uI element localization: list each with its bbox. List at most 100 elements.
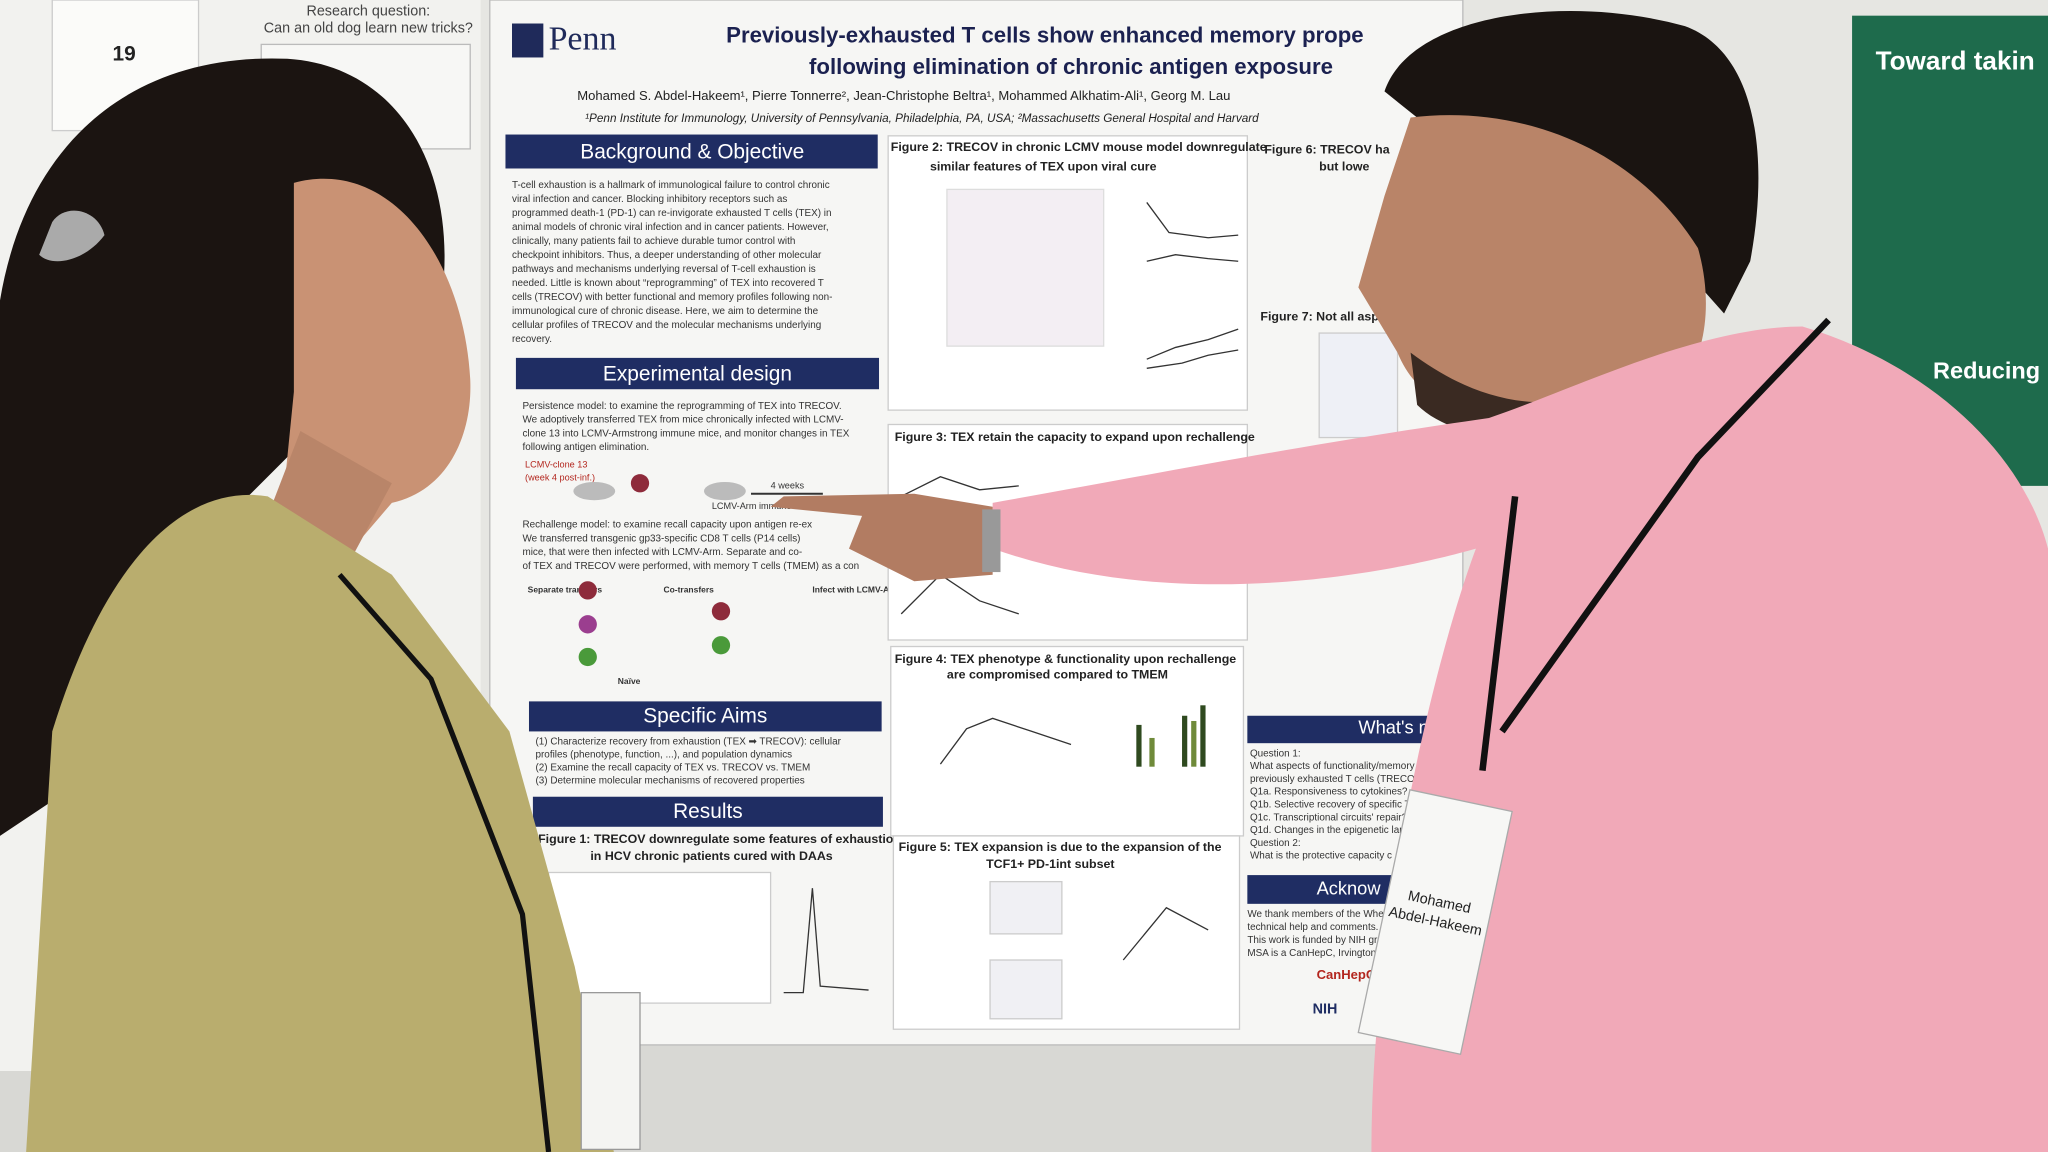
text-line: following antigen elimination.: [522, 442, 649, 453]
flow-plot: [1318, 332, 1399, 439]
text-line: viral infection and cancer. Blocking inh…: [512, 194, 787, 205]
right-poster-line: Toward takin: [1876, 46, 2035, 76]
badge-card: [1357, 789, 1513, 1056]
text-line: Rechallenge model: to examine recall cap…: [522, 520, 812, 531]
text-line: programmed death-1 (PD-1) can re-invigor…: [512, 208, 832, 219]
figure-bar: [1200, 705, 1206, 767]
name-badge: Mohamed Abdel-Hakeem: [1357, 789, 1513, 1056]
figure-bar: [1136, 724, 1142, 767]
badge: [580, 991, 641, 1151]
lanyard: [337, 572, 552, 1152]
section-heading: Results: [673, 800, 743, 823]
text-line: needed. Little is known about “reprogram…: [512, 278, 824, 289]
text-line: Q1b. Selective recovery of specific T: [1250, 799, 1411, 810]
penn-logo: Penn: [549, 21, 617, 58]
figure-curve: [783, 888, 869, 994]
text-line: Question 2:: [1250, 838, 1301, 849]
mouse-icon: [573, 481, 616, 501]
flow-plots: [946, 188, 1105, 347]
diagram-label: Infect with LCMV-Arm next day: [812, 585, 937, 595]
man: Mohamed Abdel-Hakeem: [770, 11, 2048, 1152]
text-line: What aspects of functionality/memory wo: [1250, 761, 1431, 772]
figure-caption: similar features of TEX upon viral cure: [930, 159, 1157, 173]
text-line: cellular profiles of TRECOV and the mole…: [512, 320, 821, 331]
text-line: We transferred transgenic gp33-specific …: [522, 533, 800, 544]
lanyard: [1479, 317, 1831, 771]
figure-caption: are compromised compared to TMEM: [947, 668, 1168, 682]
poster-title: following elimination of chronic antigen…: [809, 54, 1333, 79]
text-line: Q1c. Transcriptional circuits' repair?: [1250, 812, 1408, 823]
penn-shield: [511, 23, 544, 58]
cell-icon: [578, 615, 597, 634]
section-header: [1247, 875, 1405, 904]
section-header: [515, 357, 880, 390]
figure-caption: Figure 2: TRECOV in chronic LCMV mouse m…: [891, 140, 1267, 154]
text-line: T-cell exhaustion is a hallmark of immun…: [512, 180, 830, 191]
text-line: MSA is a CanHepC, Irvington C: [1247, 948, 1386, 959]
figure-caption: but lowe: [1319, 159, 1369, 173]
figure-caption: Figure 3: TEX retain the capacity to exp…: [895, 430, 1255, 444]
figure-caption: Figure 6: TRECOV ha: [1264, 142, 1389, 156]
design-diagram: [573, 474, 823, 667]
flow-plot: [989, 880, 1063, 935]
text-line: What is the protective capacity c: [1250, 851, 1392, 862]
cell-icon: [711, 602, 731, 621]
aims-text: (1) Characterize recovery from exhaustio…: [536, 737, 842, 787]
cell-icon: [630, 474, 650, 493]
figure-caption: Figure 4: TEX phenotype & functionality …: [895, 652, 1237, 666]
cell-icon: [578, 581, 597, 600]
woman: [0, 58, 641, 1152]
hand: [770, 493, 993, 582]
figure-curve: [900, 476, 1019, 615]
text-line: (1) Characterize recovery from exhaustio…: [536, 737, 842, 748]
figure-curve: [1146, 328, 1239, 369]
logo-text: CanHepC: [1317, 967, 1376, 982]
diagram-label: Naïve: [618, 676, 641, 686]
face: [1358, 115, 1706, 432]
figure-curve: [1146, 202, 1239, 262]
design-text: Persistence model: to examine the reprog…: [522, 401, 936, 686]
text-line: profiles (phenotype, function, ...), and…: [536, 750, 793, 761]
text-line: We adoptively transferred TEX from mice …: [522, 415, 843, 426]
text-line: Q1a. Responsiveness to cytokines?: [1250, 787, 1408, 798]
section-heading: Background & Objective: [580, 140, 804, 163]
cell-icon: [711, 636, 731, 655]
figure-box: [892, 835, 1241, 1030]
section-header: [528, 701, 882, 732]
text-line: checkpoint inhibitors. Thus, a deeper un…: [512, 250, 822, 261]
ack-text: We thank members of the Wher technical he…: [1247, 909, 1387, 959]
text-line: technical help and comments.: [1247, 922, 1378, 933]
bar-figure: [1136, 705, 1206, 767]
section-header: [532, 796, 883, 827]
diagram-label: LCMV-Arm immune: [712, 501, 792, 511]
text-line: Q1d. Changes in the epigenetic lan: [1250, 825, 1405, 836]
next-text: Question 1: What aspects of functionality…: [1250, 748, 1431, 861]
section-heading: Specific Aims: [643, 705, 767, 728]
cell-icon: [578, 647, 597, 667]
figure-panel: [547, 871, 772, 1004]
text-line: We thank members of the Wher: [1247, 909, 1387, 920]
text-line: recovery.: [512, 334, 552, 345]
text-line: pathways and mechanisms underlying rever…: [512, 264, 816, 275]
section-heading: Experimental design: [603, 362, 792, 385]
figure-curve: [939, 717, 1072, 765]
cardigan: [26, 494, 614, 1152]
question-label: Research question:: [306, 4, 430, 20]
text-line: (2) Examine the recall capacity of TEX v…: [536, 763, 811, 774]
authors: Mohamed S. Abdel-Hakeem¹, Pierre Tonnerr…: [577, 88, 1230, 103]
flow-plot: [989, 959, 1063, 1020]
text-line: This work is funded by NIH grar: [1247, 935, 1386, 946]
section-heading: Acknow: [1317, 877, 1382, 898]
diagram-label: 4 weeks: [771, 480, 805, 490]
diagram-label: Separate transfers: [528, 585, 603, 595]
section-heading: What's n: [1358, 717, 1429, 738]
figure-caption: Figure 1: TRECOV downregulate some featu…: [538, 832, 901, 846]
watch: [982, 509, 1001, 573]
section-header: [1247, 715, 1444, 744]
text-line: Persistence model: to examine the reprog…: [522, 401, 841, 412]
diagram-label: (week 4 post-inf.): [525, 472, 595, 482]
background-text: T-cell exhaustion is a hallmark of immun…: [512, 180, 832, 345]
diagram-label: LCMV-clone 13: [525, 459, 587, 469]
